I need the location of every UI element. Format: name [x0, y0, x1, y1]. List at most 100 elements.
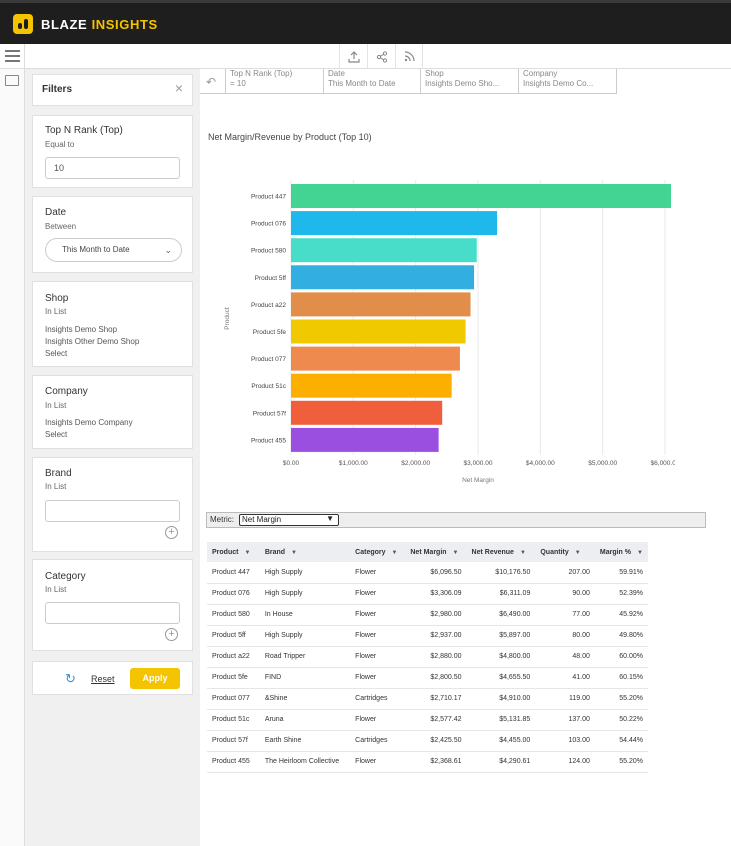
category-search-input[interactable]	[45, 602, 180, 624]
bar[interactable]	[291, 373, 452, 398]
chip-value: = 10	[230, 79, 246, 88]
brand-search-input[interactable]	[45, 500, 180, 522]
sort-icon[interactable]: ▼	[637, 549, 643, 556]
apply-button[interactable]: Apply	[130, 668, 180, 689]
reset-button[interactable]: Reset	[91, 674, 115, 684]
table-row[interactable]: Product 077 &Shine Cartridges $2,710.17 $4,9…	[207, 688, 648, 710]
share-icon[interactable]	[367, 44, 395, 69]
table-cell: 41.00	[535, 667, 595, 689]
left-rail	[0, 69, 25, 846]
filter-chip[interactable]: Shop Insights Demo Sho...	[420, 69, 518, 94]
metric-select[interactable]: Net Margin ▼	[239, 514, 339, 526]
undo-icon[interactable]: ↶	[206, 75, 217, 89]
column-header[interactable]: Margin % ▼	[594, 542, 648, 562]
y-tick-label: Product 51c	[251, 383, 286, 390]
table-cell: 90.00	[535, 583, 595, 605]
table-cell: $2,880.00	[405, 646, 467, 668]
applied-filters-bar: ↶ Top N Rank (Top) = 10 Date This Month …	[200, 69, 617, 94]
table-cell: Flower	[350, 562, 406, 584]
table-row[interactable]: Product 5fe FIND Flower $2,800.50 $4,655.50 4…	[207, 667, 648, 689]
brand-logo-text[interactable]: BLAZE INSIGHTS	[41, 17, 158, 32]
column-header[interactable]: Product ▼	[207, 542, 260, 562]
column-header-label: Net Revenue	[471, 548, 514, 556]
bar[interactable]	[291, 427, 439, 452]
y-tick-label: Product 5fe	[253, 329, 287, 336]
column-header[interactable]: Net Margin ▼	[405, 542, 467, 562]
table-cell: High Supply	[259, 625, 351, 647]
bar[interactable]	[291, 400, 443, 425]
bar[interactable]	[291, 211, 498, 236]
add-icon[interactable]: +	[165, 526, 178, 539]
bar[interactable]	[291, 346, 460, 371]
shop-select-link[interactable]: Select	[45, 349, 68, 358]
table-cell: $4,290.61	[466, 751, 536, 773]
filter-operator: Between	[45, 222, 77, 231]
sort-icon[interactable]: ▼	[291, 549, 297, 556]
bar[interactable]	[291, 238, 477, 263]
column-header[interactable]: Quantity ▼	[535, 542, 595, 562]
table-cell: In House	[259, 604, 351, 626]
sort-icon[interactable]: ▼	[391, 549, 398, 556]
menu-icon[interactable]	[5, 50, 20, 62]
close-icon[interactable]: ×	[174, 80, 184, 96]
date-range-select[interactable]: This Month to Date ⌄	[45, 238, 182, 262]
bar[interactable]	[291, 265, 475, 290]
rss-icon[interactable]	[395, 44, 423, 69]
bar[interactable]	[291, 184, 672, 208]
export-icon[interactable]	[339, 44, 367, 69]
table-row[interactable]: Product 076 High Supply Flower $3,306.09 $6,…	[207, 583, 648, 605]
table-row[interactable]: Product 580 In House Flower $2,980.00 $6,490…	[207, 604, 648, 626]
filter-card-shop: Shop In List Insights Demo Shop Insights…	[32, 281, 193, 367]
sort-icon[interactable]: ▼	[574, 549, 581, 556]
filter-operator: Equal to	[45, 140, 75, 149]
filter-card-top-n: Top N Rank (Top) Equal to 10	[32, 115, 193, 188]
bar[interactable]	[291, 319, 466, 344]
table-row[interactable]: Product a22 Road Tripper Flower $2,880.00 $4…	[207, 646, 648, 668]
filter-title: Date	[45, 207, 67, 218]
table-cell: 52.39%	[594, 583, 648, 605]
table-cell: Flower	[350, 751, 406, 773]
chip-label: Company	[523, 69, 558, 78]
table-cell: 60.00%	[594, 646, 648, 668]
filter-chip[interactable]: Date This Month to Date	[323, 69, 420, 94]
table-cell: 137.00	[535, 709, 595, 731]
add-icon[interactable]: +	[165, 628, 178, 641]
table-cell: Product 580	[207, 604, 260, 626]
brand-name-part2: INSIGHTS	[91, 17, 158, 32]
table-cell: The Heirloom Collective	[259, 751, 351, 773]
table-cell: Product 57f	[207, 730, 260, 752]
table-row[interactable]: Product 5ff High Supply Flower $2,937.00 $5,…	[207, 625, 648, 647]
table-row[interactable]: Product 447 High Supply Flower $6,096.50 $10…	[207, 562, 648, 584]
table-cell: Road Tripper	[259, 646, 351, 668]
table-cell: Product 51c	[207, 709, 260, 731]
refresh-icon[interactable]: ↻	[65, 671, 76, 686]
table-cell: 119.00	[535, 688, 595, 710]
sort-icon[interactable]: ▼	[244, 549, 251, 556]
sort-icon[interactable]: ▼	[519, 549, 526, 556]
table-row[interactable]: Product 57f Earth Shine Cartridges $2,425.5…	[207, 730, 648, 752]
filter-chip[interactable]: Company Insights Demo Co...	[518, 69, 617, 94]
table-cell: FIND	[259, 667, 351, 689]
filter-chip[interactable]: Top N Rank (Top) = 10	[225, 69, 323, 94]
column-header[interactable]: Net Revenue ▼	[466, 542, 536, 562]
top-n-input[interactable]: 10	[45, 157, 180, 179]
table-cell: High Supply	[259, 583, 351, 605]
shop-list-item: Insights Demo Shop	[45, 325, 118, 334]
sort-icon[interactable]: ▼	[452, 549, 459, 556]
filter-operator: In List	[45, 307, 67, 316]
company-select-link[interactable]: Select	[45, 430, 68, 439]
y-tick-label: Product 580	[251, 248, 286, 255]
filter-title: Shop	[45, 293, 69, 304]
table-row[interactable]: Product 51c Aruna Flower $2,577.42 $5,131.85…	[207, 709, 648, 731]
table-cell: $2,980.00	[405, 604, 467, 626]
table-cell: Product 455	[207, 751, 260, 773]
table-row[interactable]: Product 455 The Heirloom Collective Flower…	[207, 751, 648, 773]
table-cell: Flower	[350, 625, 406, 647]
column-header[interactable]: Brand ▼	[259, 542, 351, 562]
table-cell: 50.22%	[594, 709, 648, 731]
folder-icon[interactable]	[5, 75, 19, 86]
bar[interactable]	[291, 292, 471, 317]
column-header[interactable]: Category ▼	[350, 542, 406, 562]
chip-value: Insights Demo Sho...	[425, 79, 500, 88]
